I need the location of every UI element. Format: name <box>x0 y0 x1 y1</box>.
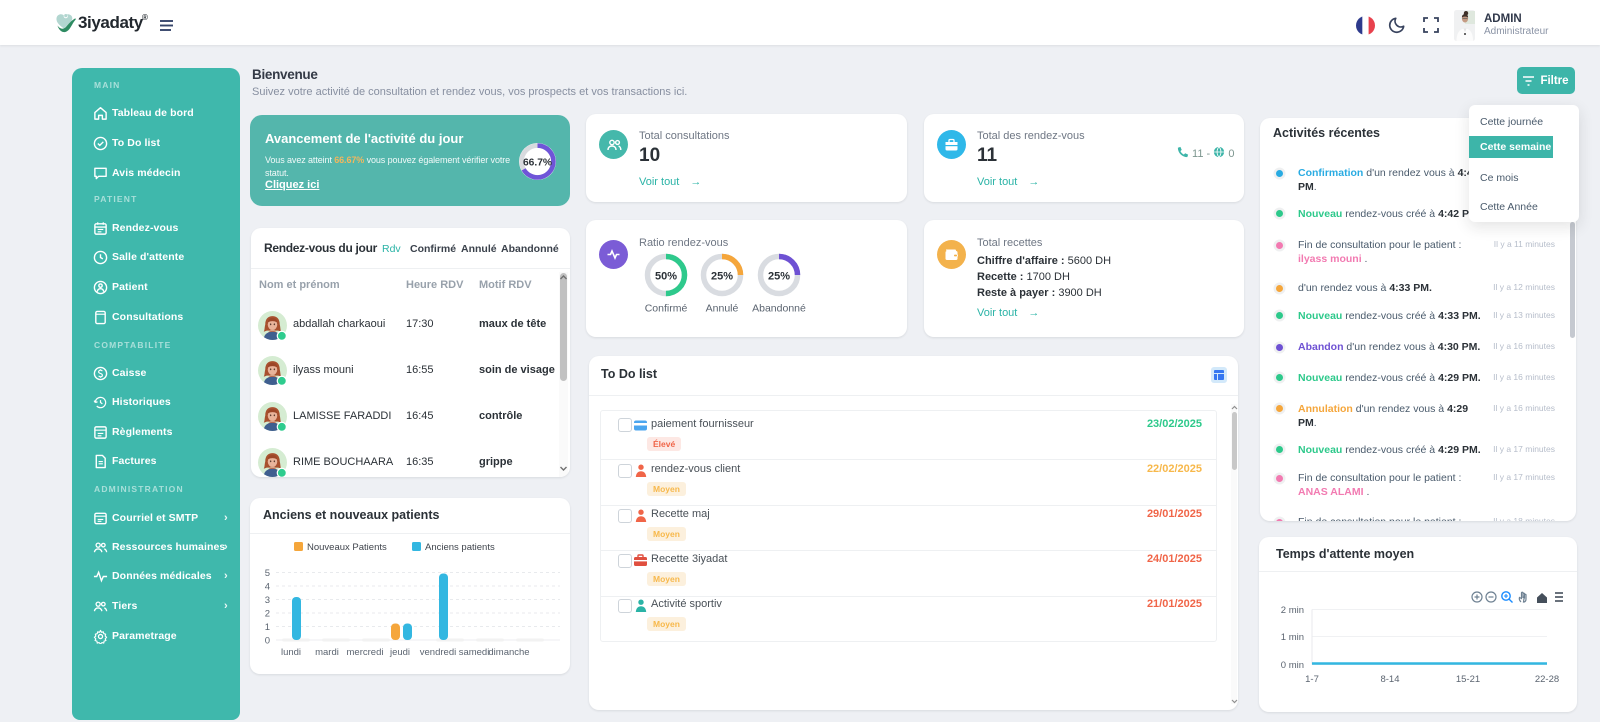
svg-text:66.7%: 66.7% <box>523 158 552 169</box>
svg-text:22-28: 22-28 <box>1535 674 1559 685</box>
svg-text:0: 0 <box>265 636 270 647</box>
svg-text:lundi: lundi <box>281 647 301 658</box>
svg-text:dimanche: dimanche <box>488 647 529 658</box>
svg-text:vendredi: vendredi <box>420 647 456 658</box>
svg-text:50%: 50% <box>655 271 677 283</box>
svg-text:5: 5 <box>265 568 270 579</box>
svg-text:Anciens patients: Anciens patients <box>425 542 495 553</box>
svg-text:jeudi: jeudi <box>389 647 410 658</box>
svg-text:2: 2 <box>265 609 270 620</box>
svg-text:3: 3 <box>265 595 270 606</box>
svg-text:mercredi: mercredi <box>347 647 384 658</box>
svg-text:1-7: 1-7 <box>1305 674 1319 685</box>
svg-text:1 min: 1 min <box>1281 632 1304 643</box>
svg-text:Abandonné: Abandonné <box>752 303 806 315</box>
svg-text:1: 1 <box>265 622 270 633</box>
svg-text:25%: 25% <box>711 271 733 283</box>
svg-text:2 min: 2 min <box>1281 605 1304 616</box>
svg-text:8-14: 8-14 <box>1380 674 1399 685</box>
svg-text:0 min: 0 min <box>1281 660 1304 671</box>
svg-text:15-21: 15-21 <box>1456 674 1480 685</box>
svg-text:samedi: samedi <box>459 647 490 658</box>
svg-text:25%: 25% <box>768 271 790 283</box>
svg-text:Nouveaux Patients: Nouveaux Patients <box>307 542 387 553</box>
svg-text:mardi: mardi <box>315 647 339 658</box>
svg-text:Annulé: Annulé <box>706 303 739 315</box>
svg-text:4: 4 <box>265 582 270 593</box>
svg-text:Confirmé: Confirmé <box>645 303 688 315</box>
